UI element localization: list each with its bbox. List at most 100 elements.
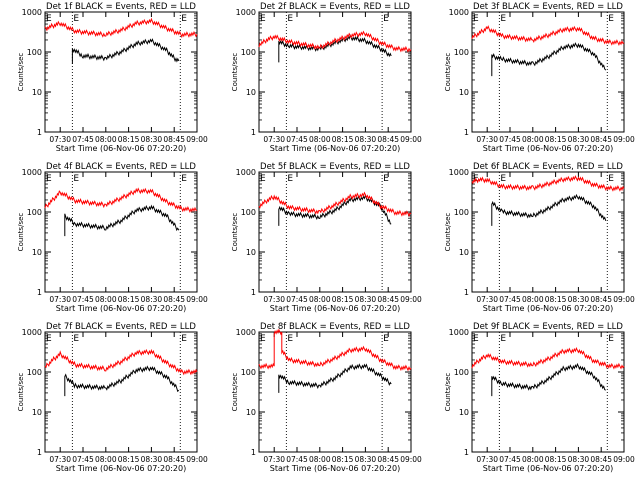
y-axis-label: Counts/sec — [444, 53, 452, 92]
interval-marker-label: E — [181, 334, 187, 344]
x-tick-label: 07:30 — [49, 295, 71, 304]
y-tick-label: 1 — [464, 288, 469, 297]
events-series-line — [278, 193, 392, 226]
x-tick-label: 08:30 — [355, 295, 377, 304]
plot-frame — [471, 171, 625, 293]
x-tick-label: 08:45 — [163, 455, 185, 464]
y-tick-label: 10 — [459, 408, 469, 417]
x-tick-label: 08:15 — [118, 295, 140, 304]
events-series-line — [64, 365, 180, 397]
interval-marker-label: E — [46, 334, 52, 344]
x-tick-label: 08:30 — [568, 295, 590, 304]
x-tick-label: 07:30 — [49, 455, 71, 464]
x-tick-label: 07:30 — [263, 135, 285, 144]
x-tick-label: 08:45 — [590, 295, 612, 304]
chart-panel-1: Det 1f BLACK = Events, RED = LLD 1 10 100 10… — [17, 2, 208, 153]
x-tick-label: 08:00 — [95, 295, 117, 304]
x-tick-label: 07:45 — [72, 455, 94, 464]
x-tick-label: 07:45 — [72, 295, 94, 304]
x-axis-label: Start Time (06-Nov-06 07:20:20) — [270, 464, 400, 473]
interval-marker-label: E — [383, 14, 389, 24]
x-tick-label: 07:45 — [499, 135, 521, 144]
plot-frame — [44, 11, 198, 133]
x-tick-label: 08:30 — [568, 455, 590, 464]
y-tick-label: 1 — [37, 128, 42, 137]
interval-marker-label: E — [287, 14, 293, 24]
x-tick-label: 09:00 — [400, 455, 422, 464]
y-tick-label: 10 — [32, 408, 42, 417]
interval-marker-label: E — [500, 334, 506, 344]
y-tick-label: 10 — [246, 248, 256, 257]
x-tick-label: 09:00 — [613, 295, 635, 304]
x-tick-label: 07:45 — [286, 295, 308, 304]
x-axis-label: Start Time (06-Nov-06 07:20:20) — [56, 304, 186, 313]
plot-frame — [471, 331, 625, 453]
y-tick-label: 1 — [251, 448, 256, 457]
x-axis-label: Start Time (06-Nov-06 07:20:20) — [483, 304, 613, 313]
x-axis-label: Start Time (06-Nov-06 07:20:20) — [270, 144, 400, 153]
y-axis-label: Counts/sec — [444, 213, 452, 252]
x-tick-label: 07:45 — [499, 295, 521, 304]
y-tick-label: 1 — [251, 128, 256, 137]
x-tick-label: 08:00 — [522, 455, 544, 464]
lld-series-line — [258, 30, 412, 53]
x-tick-label: 08:00 — [309, 295, 331, 304]
x-tick-label: 09:00 — [400, 295, 422, 304]
interval-marker-label: E — [287, 334, 293, 344]
x-tick-label: 08:15 — [332, 295, 354, 304]
lld-series-line — [44, 17, 198, 39]
events-series-line — [491, 193, 607, 226]
y-axis-label: Counts/sec — [231, 53, 239, 92]
lld-series-line — [258, 191, 412, 218]
interval-marker-label: E — [73, 14, 79, 24]
x-tick-label: 08:15 — [545, 455, 567, 464]
x-tick-label: 09:00 — [186, 135, 208, 144]
events-series-line — [278, 363, 392, 393]
chart-title: Det 5f BLACK = Events, RED = LLD — [260, 162, 410, 172]
interval-marker-label: E — [608, 174, 614, 184]
x-tick-label: 08:45 — [377, 295, 399, 304]
y-axis-label: Counts/sec — [231, 213, 239, 252]
plot-frame — [44, 171, 198, 293]
x-tick-label: 09:00 — [613, 455, 635, 464]
interval-marker-label: E — [500, 14, 506, 24]
x-tick-label: 08:00 — [95, 135, 117, 144]
y-tick-label: 10 — [459, 88, 469, 97]
interval-marker-label: E — [500, 174, 506, 184]
x-tick-label: 08:45 — [590, 135, 612, 144]
chart-panel-4: Det 4f BLACK = Events, RED = LLD 1 10 100 10… — [17, 162, 208, 313]
x-tick-label: 07:45 — [286, 135, 308, 144]
y-axis-label: Counts/sec — [17, 373, 25, 412]
y-tick-label: 1000 — [236, 328, 256, 337]
y-tick-label: 1000 — [22, 328, 42, 337]
y-tick-label: 10 — [246, 408, 256, 417]
events-series-line — [64, 204, 180, 237]
y-tick-label: 1000 — [22, 8, 42, 17]
lld-series-line — [471, 25, 625, 47]
interval-marker-label: E — [46, 174, 52, 184]
chart-panel-2: Det 2f BLACK = Events, RED = LLD 1 10 100 10… — [231, 2, 422, 153]
y-axis-label: Counts/sec — [17, 53, 25, 92]
chart-title: Det 8f BLACK = Events, RED = LLD — [260, 322, 410, 332]
x-tick-label: 08:15 — [332, 455, 354, 464]
x-tick-label: 08:30 — [568, 135, 590, 144]
y-axis-label: Counts/sec — [17, 213, 25, 252]
chart-title: Det 9f BLACK = Events, RED = LLD — [473, 322, 623, 332]
x-tick-label: 08:30 — [141, 135, 163, 144]
chart-title: Det 3f BLACK = Events, RED = LLD — [473, 2, 623, 12]
y-tick-label: 1 — [37, 288, 42, 297]
interval-marker-label: E — [383, 174, 389, 184]
chart-panel-8: Det 8f BLACK = Events, RED = LLD 1 10 100 10… — [231, 322, 422, 473]
lld-series-line — [471, 347, 625, 370]
x-tick-label: 07:30 — [476, 295, 498, 304]
x-tick-label: 08:30 — [355, 135, 377, 144]
y-tick-label: 1 — [464, 448, 469, 457]
y-tick-label: 1000 — [22, 168, 42, 177]
y-tick-label: 1 — [251, 288, 256, 297]
x-tick-label: 08:30 — [141, 295, 163, 304]
plot-frame — [258, 11, 412, 133]
chart-panel-6: Det 6f BLACK = Events, RED = LLD 1 10 100 10… — [444, 162, 635, 313]
x-tick-label: 08:15 — [545, 295, 567, 304]
chart-title: Det 4f BLACK = Events, RED = LLD — [46, 162, 196, 172]
x-tick-label: 07:30 — [476, 455, 498, 464]
